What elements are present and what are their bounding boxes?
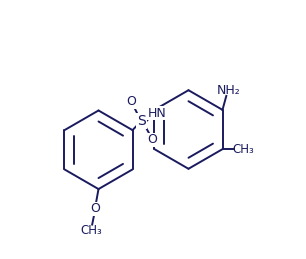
Text: O: O (90, 202, 100, 215)
Text: NH₂: NH₂ (217, 84, 241, 97)
Text: CH₃: CH₃ (80, 224, 102, 237)
Text: O: O (147, 133, 157, 146)
Text: HN: HN (147, 106, 166, 119)
Text: S: S (137, 114, 146, 128)
Text: O: O (126, 95, 136, 108)
Text: CH₃: CH₃ (233, 143, 254, 156)
